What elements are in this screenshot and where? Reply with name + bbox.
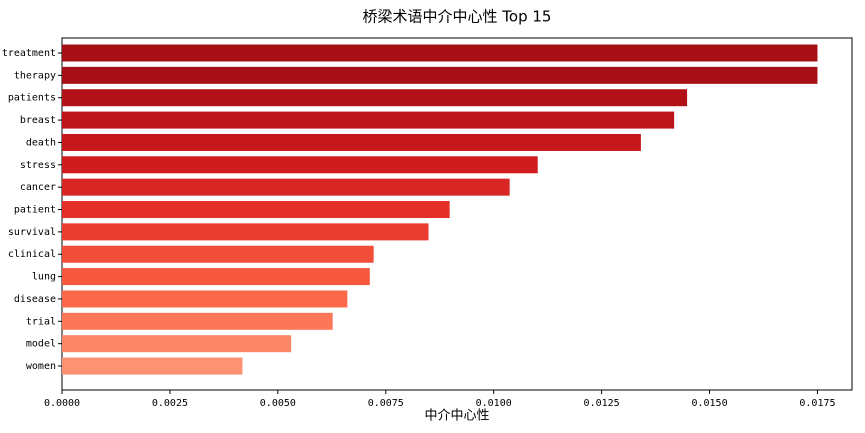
y-tick-label: death <box>26 137 56 148</box>
bar <box>62 111 675 129</box>
bar <box>62 66 818 84</box>
x-tick-label: 0.0025 <box>152 398 188 409</box>
x-tick-label: 0.0050 <box>260 398 296 409</box>
x-tick-label: 0.0125 <box>584 398 620 409</box>
x-tick-label: 0.0150 <box>691 398 727 409</box>
y-tick-label: therapy <box>14 70 56 81</box>
bar <box>62 156 538 174</box>
y-tick-label: disease <box>14 294 56 305</box>
x-tick-label: 0.0000 <box>44 398 80 409</box>
y-tick-label: women <box>26 361 56 372</box>
x-axis-label: 中介中心性 <box>424 409 489 424</box>
y-tick-label: treatment <box>2 48 56 59</box>
y-tick-label: clinical <box>8 249 56 260</box>
y-tick-label: stress <box>20 160 56 171</box>
y-tick-label: breast <box>20 115 56 126</box>
bar <box>62 133 641 151</box>
x-tick-label: 0.0175 <box>799 398 835 409</box>
bar <box>62 290 348 308</box>
y-tick-label: patient <box>14 205 56 216</box>
bar <box>62 178 510 196</box>
bar <box>62 223 429 241</box>
y-tick-label: survival <box>8 227 56 238</box>
bar <box>62 44 818 62</box>
bar <box>62 89 688 107</box>
y-tick-label: lung <box>32 272 56 283</box>
chart-title: 桥梁术语中介中心性 Top 15 <box>363 8 552 26</box>
x-tick-label: 0.0100 <box>476 398 512 409</box>
bar <box>62 268 370 286</box>
bar <box>62 357 243 375</box>
x-tick-label: 0.0075 <box>368 398 404 409</box>
y-tick-label: model <box>26 339 56 350</box>
y-tick-label: trial <box>26 316 56 327</box>
bar <box>62 245 374 263</box>
bar <box>62 335 292 353</box>
y-tick-label: cancer <box>20 182 56 193</box>
bar <box>62 201 450 219</box>
y-tick-label: patients <box>8 93 56 104</box>
bar <box>62 312 333 330</box>
